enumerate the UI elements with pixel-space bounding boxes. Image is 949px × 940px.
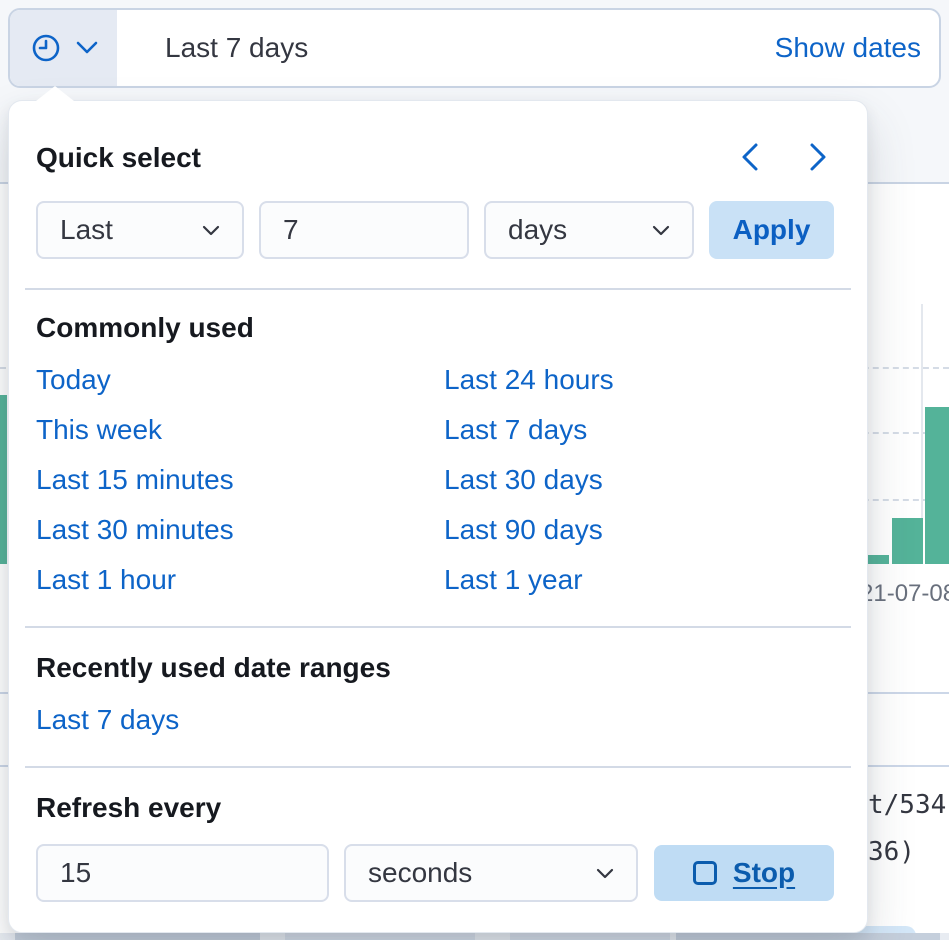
commonly-used-link[interactable]: Today — [36, 364, 111, 395]
tense-select-value: Last — [60, 214, 113, 245]
table-cell-fragment: t/534. — [868, 790, 949, 820]
date-picker-bar: Last 7 days Show dates — [8, 8, 941, 88]
next-time-window-button[interactable] — [805, 139, 831, 175]
strip-segment — [676, 933, 940, 940]
refresh-unit-select[interactable]: seconds — [344, 844, 638, 902]
refresh-unit-select-value: seconds — [368, 857, 473, 888]
commonly-used-link[interactable]: Last 30 minutes — [36, 514, 234, 545]
chart-bar — [855, 555, 889, 564]
table-cell-fragment: 36) — [868, 837, 915, 867]
clock-icon — [32, 34, 59, 62]
chevron-down-icon — [652, 225, 670, 235]
tense-select[interactable]: Last — [36, 201, 244, 259]
quick-select-nav — [737, 139, 831, 175]
stop-icon — [692, 861, 717, 885]
stop-button-label: Stop — [732, 857, 796, 888]
recently-used-link[interactable]: Last 7 days — [36, 704, 180, 735]
chart-bar — [0, 395, 7, 564]
time-count-field[interactable] — [259, 201, 469, 259]
commonly-used-link[interactable]: Last 1 year — [444, 564, 583, 595]
section-divider — [25, 288, 851, 290]
quick-select-toggle-button[interactable] — [10, 10, 117, 86]
refresh-every-title: Refresh every — [36, 792, 222, 823]
selected-date-range[interactable]: Last 7 days — [165, 32, 309, 63]
commonly-used-link[interactable]: Last 1 hour — [36, 564, 177, 595]
chart-grid-vline — [921, 304, 923, 564]
chevron-right-icon — [810, 143, 826, 171]
strip-segment — [285, 933, 475, 940]
refresh-interval-input[interactable] — [60, 857, 305, 889]
stop-refresh-button[interactable]: Stop — [654, 845, 834, 901]
time-unit-select-value: days — [508, 214, 568, 245]
section-divider — [25, 626, 851, 628]
commonly-used-link[interactable]: Last 90 days — [444, 514, 603, 545]
bottom-scroll-strip — [0, 933, 949, 940]
quick-select-title: Quick select — [36, 142, 201, 173]
chart-bar — [892, 518, 923, 564]
chevron-down-icon — [202, 225, 220, 235]
commonly-used-link[interactable]: Last 7 days — [444, 414, 588, 445]
commonly-used-link[interactable]: Last 30 days — [444, 464, 603, 495]
recently-used-title: Recently used date ranges — [36, 652, 391, 683]
refresh-interval-field[interactable] — [36, 844, 329, 902]
chart-bar — [925, 407, 949, 564]
strip-segment — [510, 933, 670, 940]
strip-segment — [15, 933, 260, 940]
previous-time-window-button[interactable] — [737, 139, 763, 175]
commonly-used-link[interactable]: Last 24 hours — [444, 364, 614, 395]
chevron-down-icon — [596, 868, 614, 878]
commonly-used-link[interactable]: Last 15 minutes — [36, 464, 234, 495]
commonly-used-link[interactable]: This week — [36, 414, 163, 445]
chart-axis-tick-label: 21-07-08 — [860, 580, 949, 607]
time-unit-select[interactable]: days — [484, 201, 694, 259]
popover-arrow — [36, 86, 74, 101]
chevron-down-icon — [76, 41, 97, 54]
show-dates-button[interactable]: Show dates — [774, 32, 921, 63]
date-picker-popover: Quick select Last days Apply Commonly us… — [8, 100, 868, 933]
time-count-input[interactable] — [283, 214, 445, 246]
section-divider — [25, 766, 851, 768]
commonly-used-title: Commonly used — [36, 312, 254, 343]
chevron-left-icon — [742, 143, 758, 171]
apply-button[interactable]: Apply — [709, 201, 834, 259]
